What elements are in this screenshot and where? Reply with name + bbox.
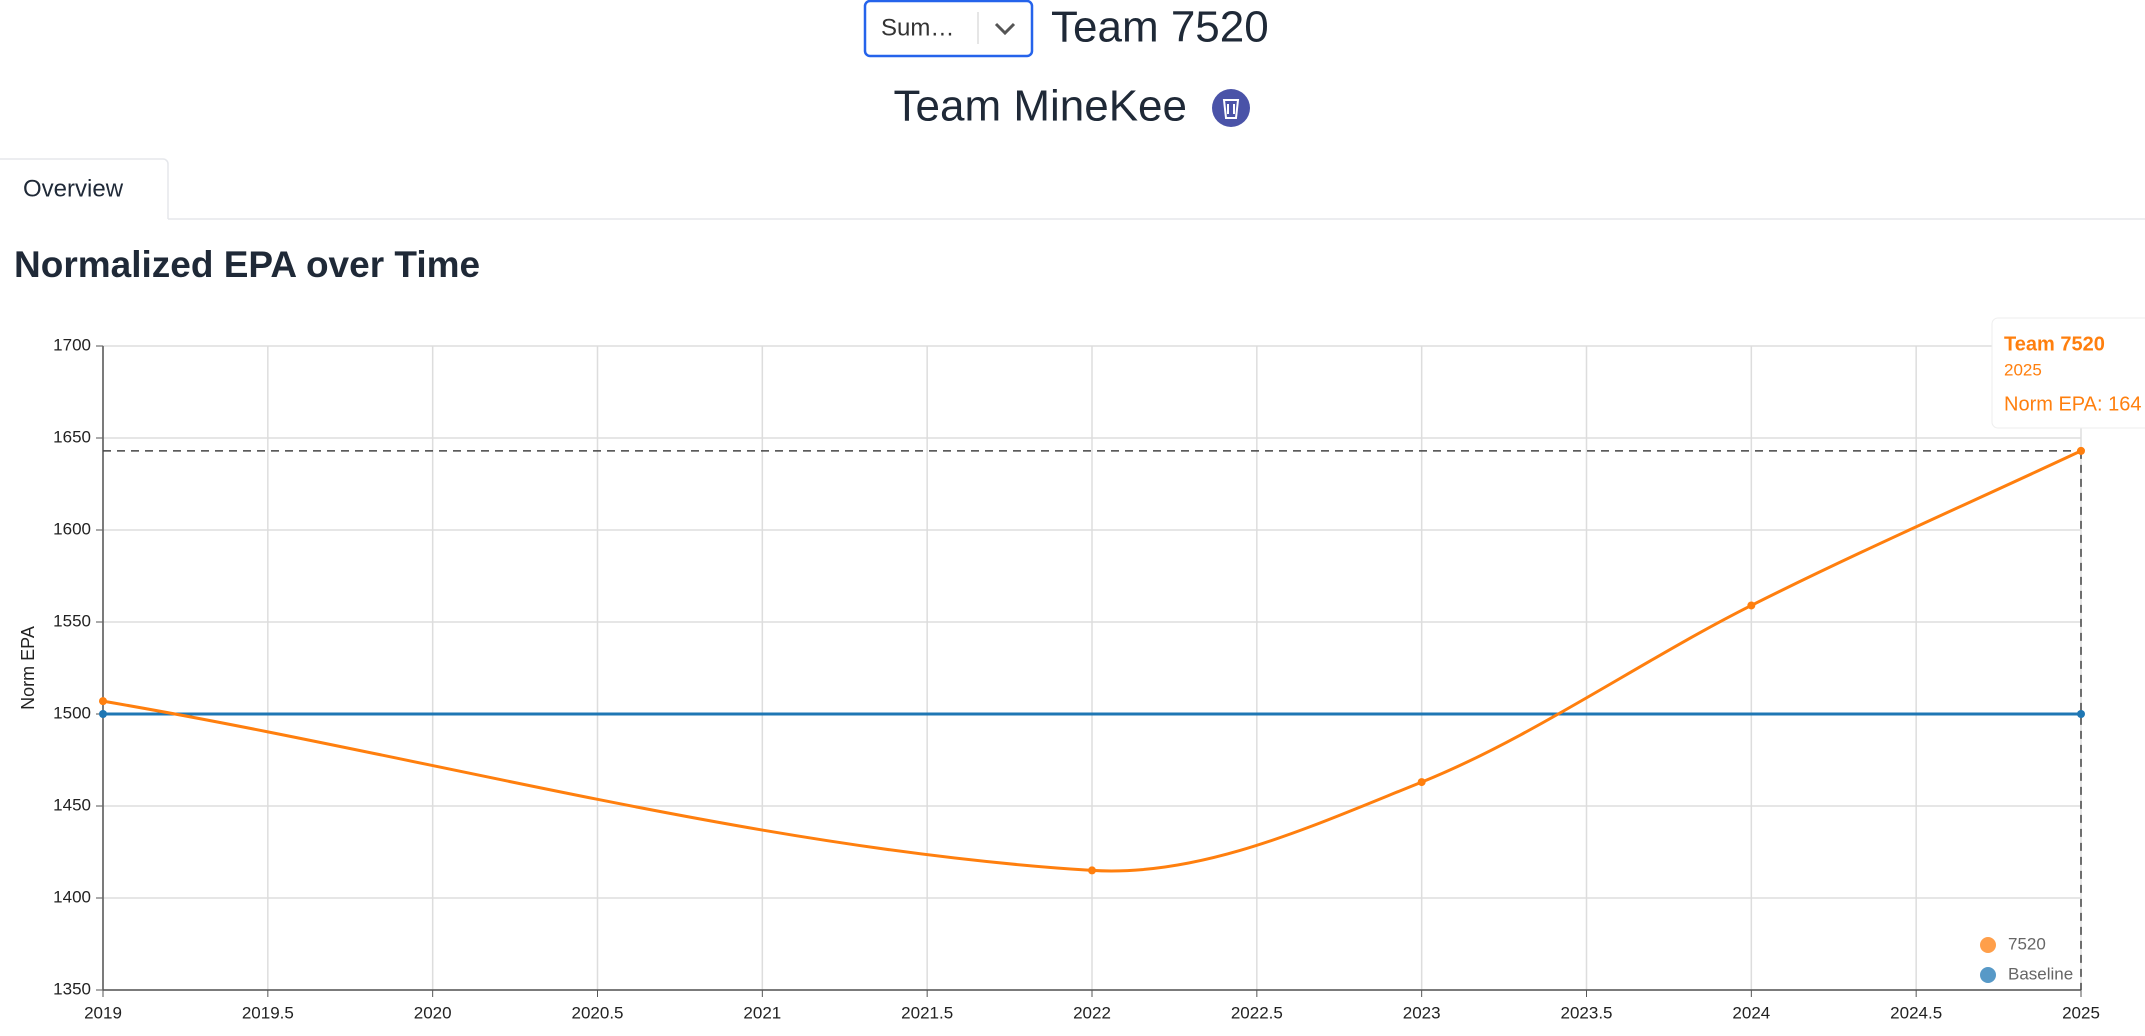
x-tick-label: 2019 (84, 1003, 122, 1022)
icon-glyph (1222, 99, 1240, 119)
x-tick-label: 2022 (1073, 1003, 1111, 1022)
x-tick-label: 2021.5 (901, 1003, 953, 1022)
team-number: Team 7520 (1051, 3, 1269, 52)
point (2077, 446, 2085, 455)
y-tick-label: 1450 (53, 795, 91, 814)
tab-border (0, 158, 169, 219)
legend-swatch (1980, 937, 1996, 953)
point (1088, 866, 1096, 875)
tooltip-box (1991, 317, 2145, 429)
x-tick-label: 2025 (2062, 1003, 2100, 1022)
y-tick-label: 1400 (53, 887, 91, 906)
x-tick-label: 2022.5 (1231, 1003, 1283, 1022)
x-tick-label: 2020.5 (572, 1003, 624, 1022)
y-tick-label: 1550 (53, 611, 91, 630)
point (1747, 601, 1756, 610)
legend-label: 7520 (2008, 934, 2046, 953)
y-tick-label: 1500 (53, 703, 91, 722)
tooltip-label: Norm EPA: 164 (2004, 393, 2141, 415)
x-tick-label: 2024.5 (1890, 1003, 1942, 1022)
series-line (102, 449, 2082, 873)
chevron[interactable] (994, 22, 1016, 36)
point (99, 710, 107, 718)
dropdown-value[interactable]: Sum… (881, 14, 954, 41)
tooltip-title: Team 7520 (2004, 333, 2105, 355)
y-tick-label: 1700 (53, 335, 91, 354)
chart-title: Normalized EPA over Time (14, 244, 480, 285)
y-tick-label: 1600 (53, 519, 91, 538)
team-name: Team MineKee (894, 82, 1187, 131)
legend-swatch (1980, 967, 1996, 983)
point (99, 697, 107, 706)
tooltip-subtitle: 2025 (2004, 360, 2042, 379)
x-tick-label: 2023.5 (1561, 1003, 1613, 1022)
point (1417, 778, 1426, 787)
y-tick-label: 1350 (53, 979, 91, 998)
tab[interactable]: Overview (23, 175, 124, 202)
team-icon[interactable] (1212, 89, 1250, 127)
y-tick-label: 1650 (53, 427, 91, 446)
dropdown[interactable] (863, 0, 1034, 58)
x-tick-label: 2020 (414, 1003, 452, 1022)
x-tick-label: 2023 (1403, 1003, 1441, 1022)
point (2077, 710, 2085, 718)
x-tick-label: 2024 (1732, 1003, 1770, 1022)
y-axis-label: Norm EPA (18, 626, 38, 710)
legend-label: Baseline (2008, 964, 2073, 983)
x-tick-label: 2021 (743, 1003, 781, 1022)
x-tick-label: 2019.5 (242, 1003, 294, 1022)
